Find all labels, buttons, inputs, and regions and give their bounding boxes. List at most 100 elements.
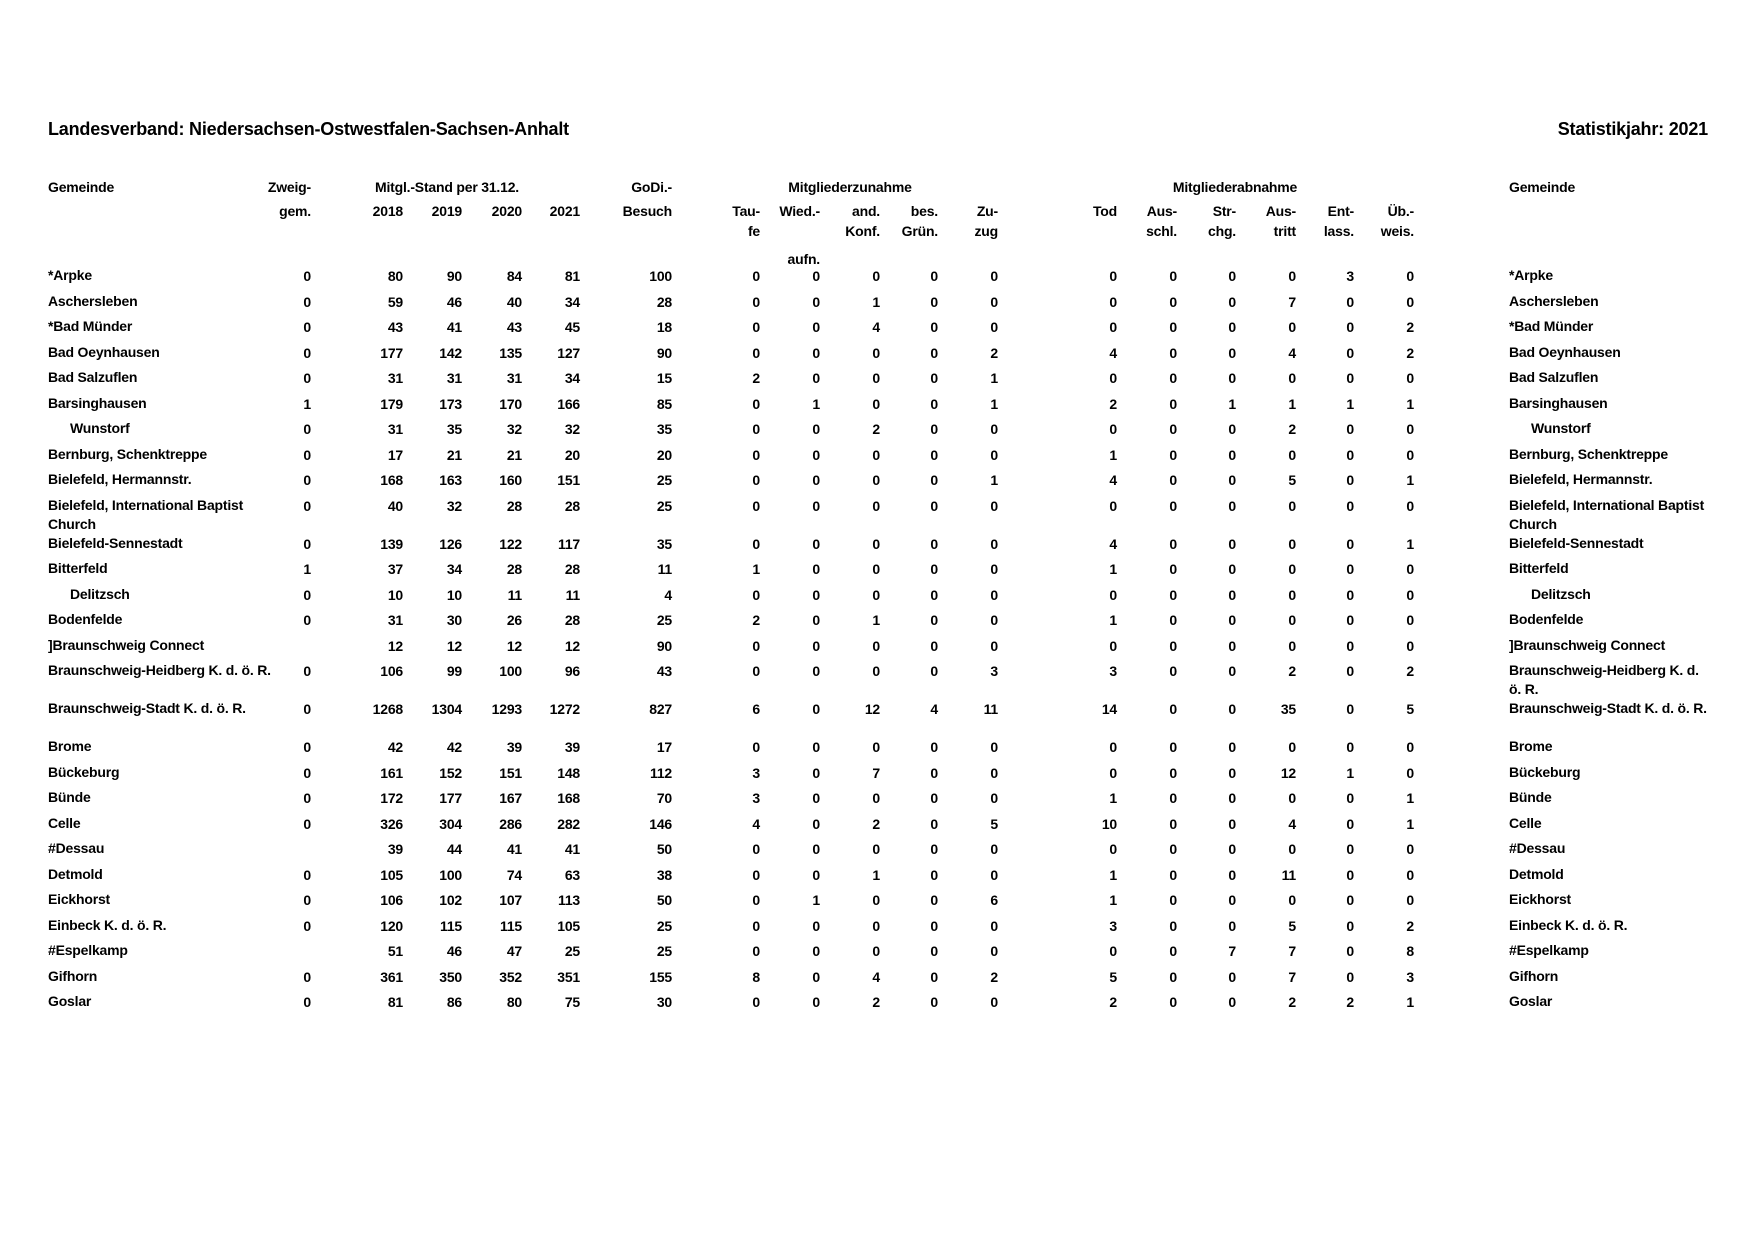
cell-stand-2019: 350: [439, 968, 462, 985]
cell-zweiggemeinde: 0: [303, 764, 311, 781]
cell-ueberweisung: 0: [1406, 841, 1414, 857]
cell-zweiggemeinde: 0: [303, 663, 311, 679]
cell-besondere-gruende: 0: [930, 561, 938, 577]
congregation-name-right: Einbeck K. d. ö. R.: [1509, 916, 1628, 933]
cell-entlassung: 0: [1346, 637, 1354, 654]
cell-entlassung: 0: [1346, 739, 1354, 755]
cell-zuzug: 1: [990, 472, 998, 488]
congregation-name: Gifhorn: [48, 967, 98, 984]
cell-zweiggemeinde: 0: [303, 344, 311, 361]
table-row: #Espelkamp 51 46 47 25 25 0 0 0 0 0 0 0 7 7 0 8 #Espelkam…: [0, 941, 1755, 967]
cell-andere-konfession: 0: [872, 370, 880, 386]
cell-ueberweisung: 1: [1406, 472, 1414, 488]
cell-besondere-gruende: 0: [930, 395, 938, 412]
congregation-name: Barsinghausen: [48, 394, 147, 411]
cell-zuzug: 0: [990, 739, 998, 755]
cell-wiederaufnahme: 0: [812, 637, 820, 654]
header-zweig-line2: gem.: [279, 203, 311, 219]
cell-taufe: 0: [752, 892, 760, 908]
cell-wiederaufnahme: 0: [812, 701, 820, 717]
congregation-name: Eickhorst: [48, 891, 110, 907]
cell-austritt: 5: [1288, 917, 1296, 934]
cell-stand-2021: 168: [557, 790, 580, 806]
cell-stand-2021: 105: [557, 917, 580, 934]
cell-taufe: 0: [752, 421, 760, 437]
cell-austritt: 0: [1288, 612, 1296, 628]
congregation-name-right: Bernburg, Schenktreppe: [1509, 445, 1668, 462]
cell-wiederaufnahme: 0: [812, 446, 820, 463]
cell-wiederaufnahme: 0: [812, 917, 820, 934]
cell-taufe: 6: [752, 701, 760, 717]
cell-stand-2020: 28: [506, 497, 522, 514]
congregation-name: Celle: [48, 814, 81, 831]
cell-godi-besuch: 25: [656, 472, 672, 488]
cell-entlassung: 0: [1346, 968, 1354, 985]
cell-entlassung: 0: [1346, 421, 1354, 437]
cell-taufe: 3: [752, 790, 760, 806]
cell-stand-2019: 46: [446, 293, 462, 310]
table-row: Bückeburg 0 161 152 151 148 112 3 0 7 0 0 0 0 0 12 1 0 Büc…: [0, 763, 1755, 789]
cell-streichung: 0: [1228, 815, 1236, 832]
cell-ausschluss: 0: [1169, 701, 1177, 717]
cell-stand-2020: 151: [499, 764, 522, 781]
cell-stand-2018: 31: [387, 370, 403, 386]
congregation-name-right: Bünde: [1509, 789, 1552, 805]
cell-tod: 4: [1109, 472, 1117, 488]
cell-wiederaufnahme: 0: [812, 841, 820, 857]
cell-austritt: 11: [1281, 866, 1297, 883]
cell-ueberweisung: 2: [1406, 319, 1414, 335]
cell-ausschluss: 0: [1169, 395, 1177, 412]
cell-stand-2020: 43: [506, 319, 522, 335]
cell-godi-besuch: 25: [656, 943, 672, 959]
cell-tod: 2: [1109, 994, 1117, 1010]
cell-zuzug: 1: [990, 395, 998, 412]
cell-stand-2018: 177: [380, 344, 403, 361]
congregation-name: Bernburg, Schenktreppe: [48, 445, 207, 462]
congregation-name-right: Aschersleben: [1509, 292, 1599, 309]
cell-austritt: 0: [1288, 319, 1296, 335]
cell-stand-2019: 32: [446, 497, 462, 514]
cell-ausschluss: 0: [1169, 994, 1177, 1010]
cell-streichung: 0: [1228, 790, 1236, 806]
cell-austritt: 7: [1288, 968, 1296, 985]
cell-streichung: 0: [1228, 268, 1236, 284]
cell-ueberweisung: 0: [1406, 561, 1414, 577]
congregation-name-right: Goslar: [1509, 993, 1553, 1009]
congregation-name-right: Eickhorst: [1509, 891, 1571, 907]
header-ausschluss-line1: Aus-: [1146, 203, 1178, 219]
cell-tod: 2: [1109, 395, 1117, 412]
table-row: *Arpke 0 80 90 84 81 100 0 0 0 0 0 0 0 0 0 3 0 *Arpke: [0, 266, 1755, 292]
cell-stand-2019: 21: [446, 446, 462, 463]
cell-taufe: 0: [752, 586, 760, 603]
cell-ausschluss: 0: [1169, 968, 1177, 985]
cell-stand-2018: 106: [380, 663, 403, 679]
cell-streichung: 0: [1228, 637, 1236, 654]
cell-besondere-gruende: 0: [930, 917, 938, 934]
congregation-name: *Bad Münder: [48, 318, 133, 334]
cell-wiederaufnahme: 0: [812, 612, 820, 628]
cell-zuzug: 6: [990, 892, 998, 908]
congregation-name: Bünde: [48, 789, 91, 805]
cell-ausschluss: 0: [1169, 586, 1177, 603]
cell-ueberweisung: 1: [1406, 395, 1414, 412]
cell-stand-2018: 59: [387, 293, 403, 310]
cell-stand-2018: 10: [387, 586, 403, 603]
cell-tod: 0: [1109, 268, 1117, 284]
header-streichung-line2: chg.: [1208, 223, 1236, 239]
cell-stand-2019: 10: [446, 586, 462, 603]
table-row: Detmold 0 105 100 74 63 38 0 0 1 0 0 1 0 0 11 0 0 Detmold: [0, 865, 1755, 891]
cell-andere-konfession: 1: [872, 866, 880, 883]
cell-ausschluss: 0: [1169, 866, 1177, 883]
cell-godi-besuch: 43: [656, 663, 672, 679]
cell-tod: 0: [1109, 293, 1117, 310]
cell-ueberweisung: 0: [1406, 293, 1414, 310]
cell-tod: 1: [1109, 866, 1117, 883]
cell-zweiggemeinde: 0: [303, 421, 311, 437]
congregation-name-right: Barsinghausen: [1509, 394, 1608, 411]
cell-stand-2021: 63: [564, 866, 580, 883]
cell-godi-besuch: 28: [656, 293, 672, 310]
cell-zweiggemeinde: 0: [303, 790, 311, 806]
cell-zuzug: 0: [990, 421, 998, 437]
cell-stand-2019: 44: [446, 841, 462, 857]
cell-ueberweisung: 3: [1406, 968, 1414, 985]
